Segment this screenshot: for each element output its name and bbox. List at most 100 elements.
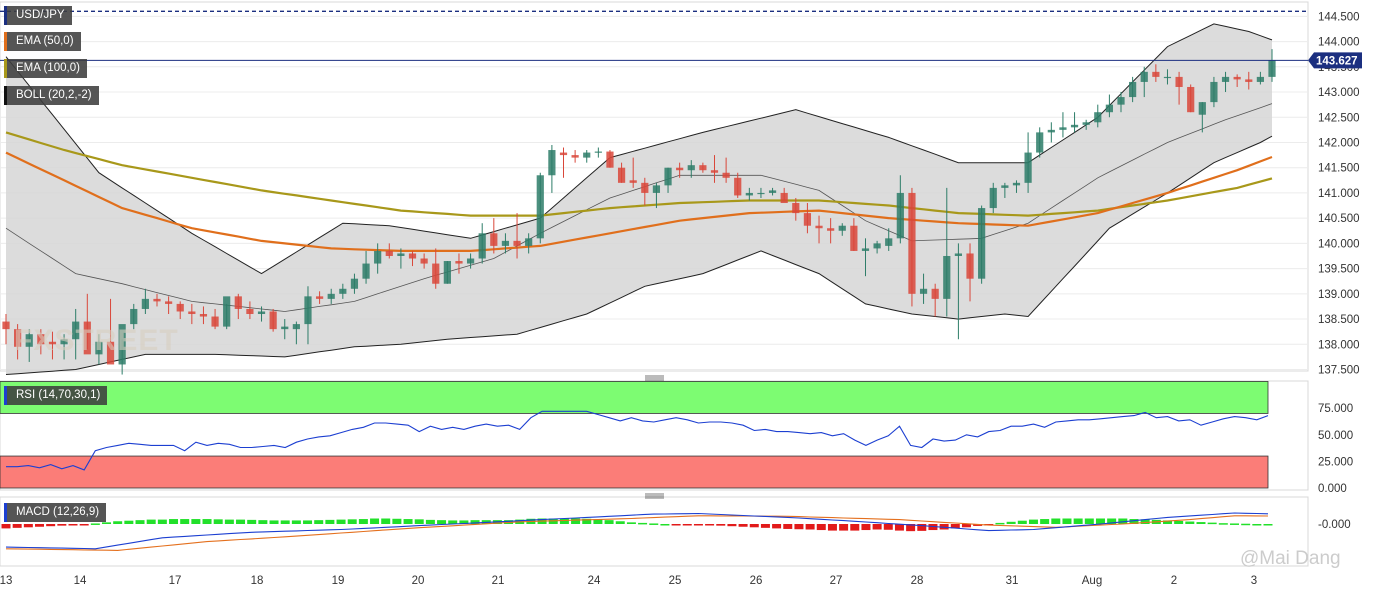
candle-body: [362, 263, 370, 279]
macd-histogram-bar: [582, 518, 592, 524]
candle-body: [722, 172, 730, 178]
candle-body: [211, 316, 219, 327]
candle-body: [37, 334, 45, 345]
macd-resize-handle[interactable]: [645, 493, 664, 499]
candle-body: [1233, 76, 1241, 80]
candle-body: [617, 167, 626, 183]
macd-histogram-bar: [872, 524, 882, 530]
macd-histogram-bar: [358, 519, 368, 524]
macd-histogram-bar: [906, 524, 916, 532]
candle-body: [1221, 76, 1230, 82]
x-tick-label: 13: [0, 575, 12, 587]
macd-histogram-bar: [280, 520, 290, 524]
x-tick-label: 19: [332, 575, 345, 587]
x-tick-label: 17: [169, 575, 182, 587]
x-tick-label: 18: [251, 575, 264, 587]
rsi-resize-handle[interactable]: [645, 375, 664, 381]
candle-body: [734, 177, 742, 196]
candle-body: [25, 334, 33, 347]
macd-histogram-bar: [794, 524, 804, 530]
candle-body: [827, 228, 835, 231]
macd-histogram-bar: [1107, 518, 1117, 524]
macd-histogram-bar: [247, 519, 257, 524]
candle-body: [14, 329, 22, 347]
macd-histogram-bar: [883, 524, 893, 530]
candle-body: [1024, 152, 1032, 183]
macd-histogram-bar: [370, 518, 380, 524]
macd-histogram-bar: [258, 520, 268, 524]
candle-body: [269, 311, 277, 330]
bollinger-middle-line: [5, 103, 1273, 312]
candle-body: [1047, 129, 1055, 133]
candle-body: [896, 192, 904, 239]
macd-histogram-bar: [827, 524, 837, 531]
legend-rsi[interactable]: RSI (14,70,30,1): [4, 386, 108, 405]
macd-histogram-bar: [615, 521, 625, 524]
macd-histogram-bar: [593, 519, 603, 524]
x-tick-label: Aug: [1082, 575, 1102, 587]
candle-body: [350, 278, 359, 289]
macd-histogram-bar: [1073, 518, 1083, 524]
candle-body: [536, 175, 544, 239]
legend-ema-100[interactable]: EMA (100,0): [4, 59, 87, 78]
legend-ema-50[interactable]: EMA (50,0): [4, 32, 81, 51]
macd-histogram-bar: [559, 518, 569, 524]
candle-body: [1140, 71, 1148, 82]
x-tick-label: 20: [412, 575, 425, 587]
bollinger-band-fill: [6, 23, 1272, 375]
candle-body: [141, 298, 149, 309]
candle-body: [153, 298, 161, 302]
macd-histogram-bar: [12, 524, 22, 528]
macd-histogram-bar: [939, 524, 949, 530]
candle-body: [246, 308, 254, 315]
macd-histogram-bar: [437, 520, 447, 524]
legend-usdjpy[interactable]: USD/JPY: [4, 6, 72, 25]
candle-body: [1001, 185, 1009, 188]
macd-histogram-bar: [381, 518, 391, 524]
macd-histogram-bar: [403, 519, 413, 524]
macd-histogram-bar: [816, 524, 826, 531]
candle-body: [757, 192, 765, 195]
legend-macd[interactable]: MACD (12,26,9): [4, 503, 107, 522]
macd-histogram-bar: [202, 519, 212, 524]
macd-histogram-bar: [638, 522, 648, 525]
candle-body: [1245, 79, 1253, 82]
candle-body: [919, 288, 928, 294]
macd-histogram-bar: [57, 524, 67, 526]
candle-body: [641, 182, 649, 193]
macd-histogram-bar: [850, 524, 860, 531]
macd-histogram-bar: [425, 519, 435, 524]
macd-histogram-bar: [459, 520, 469, 524]
candle-body: [838, 225, 846, 231]
rsi-overbought-zone: [0, 381, 1269, 414]
macd-histogram-bar: [1040, 519, 1050, 524]
macd-histogram-bar: [1263, 524, 1273, 526]
candle-body: [257, 311, 266, 315]
candle-body: [1256, 76, 1264, 82]
bollinger-lower-line: [5, 135, 1273, 375]
macd-histogram-bar: [113, 521, 123, 524]
macd-histogram-bar: [749, 524, 759, 528]
legend-bollinger[interactable]: BOLL (20,2,-2): [4, 86, 99, 105]
candle-body: [60, 339, 68, 345]
candle-body: [385, 250, 393, 256]
candle-body: [559, 152, 568, 156]
candle-body: [873, 243, 881, 249]
candle-body: [745, 192, 753, 196]
macd-histogram-bar: [191, 519, 201, 524]
candle-body: [861, 248, 870, 251]
x-tick-label: 3: [1251, 575, 1257, 587]
macd-histogram-bar: [90, 523, 100, 525]
macd-histogram-bar: [1252, 524, 1262, 526]
candle-body: [606, 151, 614, 168]
y-tick-label: 143.000: [1318, 87, 1360, 99]
macd-histogram-bar: [213, 519, 223, 524]
candle-body: [571, 155, 579, 158]
candle-body: [710, 170, 719, 173]
candle-body: [966, 253, 974, 279]
macd-histogram-bar: [727, 524, 737, 527]
macd-histogram-bar: [1140, 519, 1150, 524]
macd-histogram-bar: [783, 524, 793, 529]
macd-line: [5, 512, 1269, 550]
macd-histogram-bar: [157, 519, 167, 524]
